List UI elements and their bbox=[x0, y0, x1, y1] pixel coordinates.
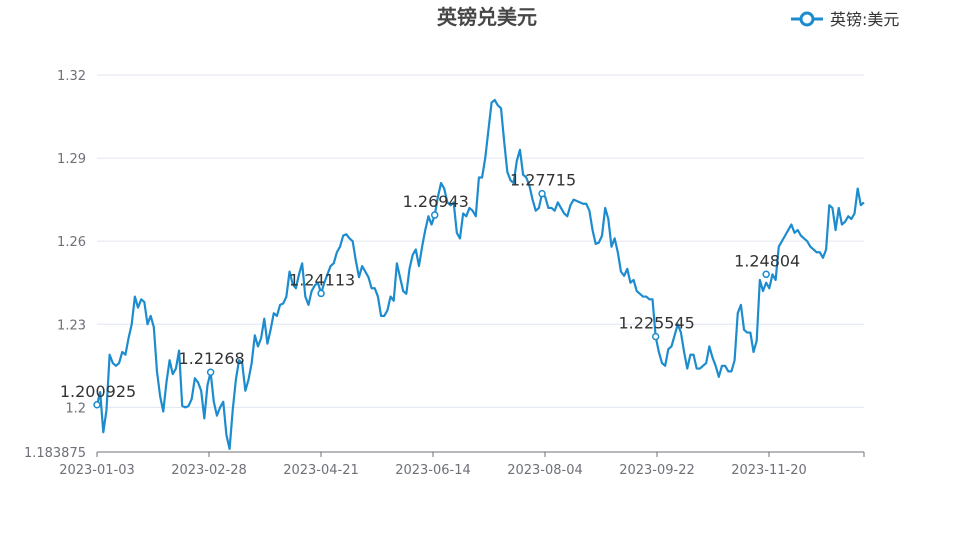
legend-label: 英镑:美元 bbox=[830, 10, 899, 29]
x-tick-label: 2023-04-21 bbox=[283, 463, 359, 478]
series-line bbox=[95, 98, 865, 450]
data-point-label: 1.24113 bbox=[289, 270, 355, 289]
x-tick-label: 2023-06-14 bbox=[395, 463, 471, 478]
data-point-marker[interactable] bbox=[317, 289, 325, 298]
data-point-marker[interactable] bbox=[651, 332, 660, 341]
data-point-marker[interactable] bbox=[93, 401, 101, 409]
data-point-marker[interactable] bbox=[430, 211, 439, 219]
y-tick-label: 1.26 bbox=[57, 235, 86, 250]
chart-title: 英镑兑美元 bbox=[437, 5, 537, 29]
x-tick-label: 2023-01-03 bbox=[59, 463, 135, 478]
data-point-marker[interactable] bbox=[762, 270, 770, 279]
x-tick-label: 2023-02-28 bbox=[171, 463, 247, 478]
series-layer bbox=[95, 98, 865, 450]
x-axis: 2023-01-03 2023-02-28 2023-04-21 2023-06-14… bbox=[59, 451, 865, 478]
y-tick-label: 1.183875 bbox=[24, 446, 86, 461]
y-tick-label: 1.2 bbox=[65, 401, 86, 416]
y-tick-label: 1.29 bbox=[57, 152, 86, 167]
annotation-layer: 1.200925 1.21268 1.24113 1.26943 1.27715 1.22… bbox=[60, 171, 800, 409]
legend[interactable]: 英镑:美元 bbox=[791, 10, 899, 29]
data-point-label: 1.200925 bbox=[60, 382, 136, 401]
legend-marker-icon bbox=[799, 11, 815, 27]
data-point-marker[interactable] bbox=[538, 189, 546, 198]
data-point-label: 1.26943 bbox=[403, 192, 469, 211]
y-tick-label: 1.23 bbox=[57, 318, 86, 333]
x-tick-label: 2023-11-20 bbox=[731, 463, 807, 478]
x-tick-label: 2023-08-04 bbox=[507, 463, 583, 478]
data-point-label: 1.24804 bbox=[734, 251, 800, 270]
data-point-label: 1.225545 bbox=[619, 314, 695, 333]
data-point-marker[interactable] bbox=[206, 368, 215, 376]
data-point-label: 1.27715 bbox=[510, 171, 576, 190]
y-tick-label: 1.32 bbox=[57, 69, 86, 84]
data-point-label: 1.21268 bbox=[179, 349, 245, 368]
x-tick-label: 2023-09-22 bbox=[619, 463, 695, 478]
y-axis: 1.183875 1.2 1.23 1.26 1.29 1.32 bbox=[24, 69, 86, 461]
